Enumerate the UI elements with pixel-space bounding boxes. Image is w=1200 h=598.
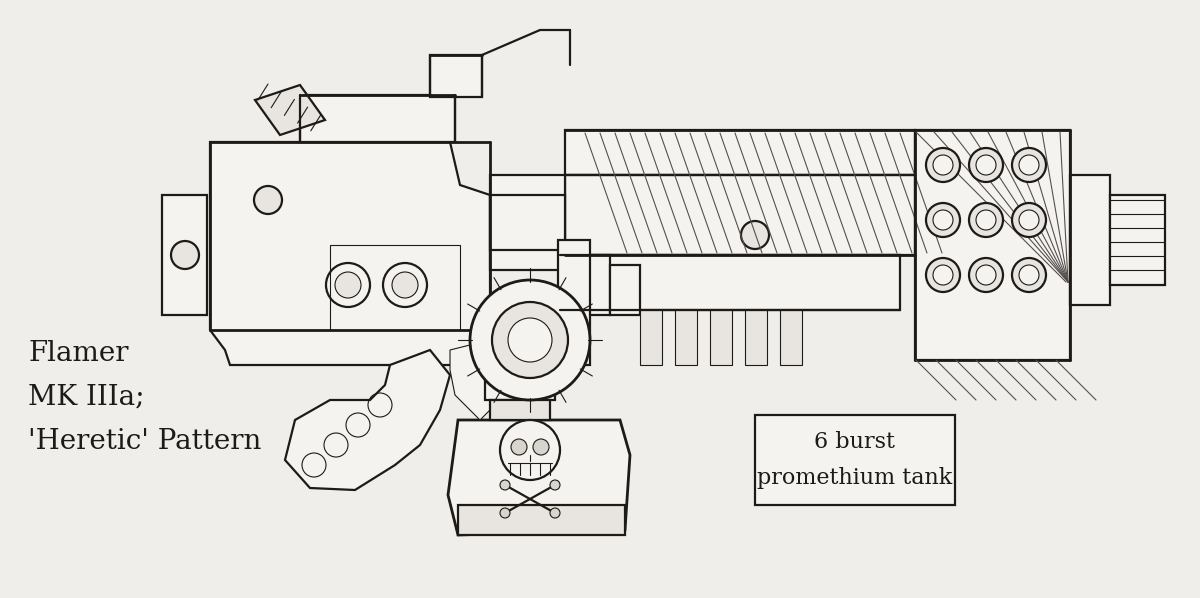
Circle shape xyxy=(976,210,996,230)
Bar xyxy=(458,505,625,535)
Bar xyxy=(674,310,697,365)
Bar xyxy=(755,415,955,505)
Circle shape xyxy=(511,439,527,455)
Circle shape xyxy=(970,203,1003,237)
Circle shape xyxy=(254,186,282,214)
Bar xyxy=(300,95,455,142)
Bar xyxy=(710,310,732,365)
Bar xyxy=(558,240,590,365)
Polygon shape xyxy=(450,340,510,420)
Bar xyxy=(560,255,610,315)
Circle shape xyxy=(1019,265,1039,285)
Bar xyxy=(560,255,900,310)
Circle shape xyxy=(392,272,418,298)
Bar xyxy=(490,400,550,420)
Bar xyxy=(745,310,767,365)
Text: Flamer
MK IIIa;
'Heretic' Pattern: Flamer MK IIIa; 'Heretic' Pattern xyxy=(28,340,262,454)
Polygon shape xyxy=(286,350,450,490)
Circle shape xyxy=(934,155,953,175)
Circle shape xyxy=(500,420,560,480)
Bar xyxy=(780,310,802,365)
Bar xyxy=(162,195,208,315)
Bar xyxy=(330,245,460,330)
Circle shape xyxy=(742,221,769,249)
Bar xyxy=(916,130,1070,360)
Circle shape xyxy=(926,258,960,292)
Circle shape xyxy=(500,480,510,490)
Bar xyxy=(485,365,554,400)
Circle shape xyxy=(1012,203,1046,237)
Bar xyxy=(1070,175,1110,305)
Circle shape xyxy=(926,148,960,182)
Bar xyxy=(610,265,640,315)
Circle shape xyxy=(533,439,550,455)
Bar xyxy=(565,130,916,175)
Bar xyxy=(490,195,565,250)
Bar xyxy=(1110,195,1165,285)
Circle shape xyxy=(500,508,510,518)
Polygon shape xyxy=(256,85,325,135)
Circle shape xyxy=(1019,155,1039,175)
Circle shape xyxy=(550,508,560,518)
Polygon shape xyxy=(448,420,630,535)
Bar xyxy=(490,175,565,270)
Circle shape xyxy=(970,148,1003,182)
Circle shape xyxy=(470,280,590,400)
Circle shape xyxy=(934,210,953,230)
Circle shape xyxy=(326,263,370,307)
Bar xyxy=(430,55,482,97)
Circle shape xyxy=(976,265,996,285)
Circle shape xyxy=(172,241,199,269)
Polygon shape xyxy=(210,142,490,365)
Bar xyxy=(640,310,662,365)
Circle shape xyxy=(492,302,568,378)
Circle shape xyxy=(1019,210,1039,230)
Circle shape xyxy=(934,265,953,285)
Circle shape xyxy=(508,318,552,362)
Circle shape xyxy=(335,272,361,298)
Circle shape xyxy=(976,155,996,175)
Circle shape xyxy=(1012,258,1046,292)
Circle shape xyxy=(970,258,1003,292)
Circle shape xyxy=(550,480,560,490)
Circle shape xyxy=(926,203,960,237)
Bar xyxy=(565,175,916,255)
Text: 6 burst
promethium tank: 6 burst promethium tank xyxy=(757,431,953,489)
Circle shape xyxy=(383,263,427,307)
Circle shape xyxy=(1012,148,1046,182)
